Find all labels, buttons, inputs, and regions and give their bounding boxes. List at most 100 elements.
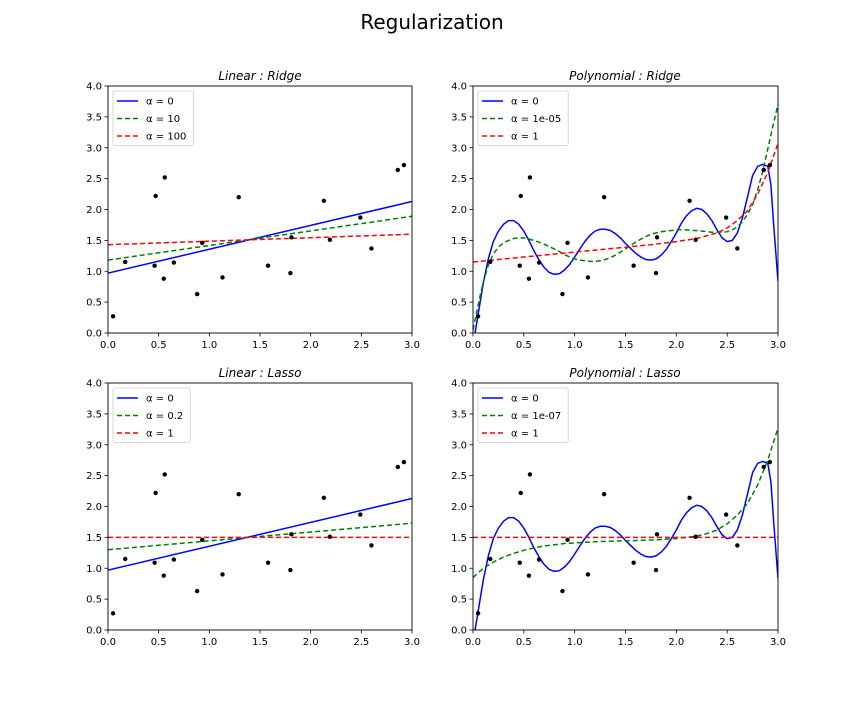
data-point	[288, 270, 293, 276]
y-tick-label: 1.5	[451, 236, 467, 247]
data-point	[631, 560, 636, 565]
legend-box	[112, 90, 194, 146]
legend-label: α = 1	[146, 429, 174, 440]
series-line-2	[473, 143, 778, 263]
x-tick-label: 2.5	[719, 340, 735, 351]
data-point	[585, 275, 591, 280]
data-point	[162, 472, 167, 477]
y-tick-label: 2.5	[451, 471, 467, 482]
y-tick-label: 1.0	[451, 267, 467, 278]
data-point	[654, 532, 660, 537]
series-line-0	[474, 163, 778, 333]
y-tick-label: 2.5	[86, 174, 102, 185]
data-point	[526, 573, 532, 578]
y-tick-label: 0.5	[451, 298, 467, 309]
y-tick-label: 2.0	[451, 502, 467, 513]
data-point	[265, 560, 271, 565]
y-tick-label: 3.0	[86, 440, 102, 451]
legend-label: α = 1	[511, 429, 539, 440]
data-point	[536, 557, 542, 562]
data-point	[153, 193, 158, 199]
x-tick-label: 3.0	[404, 637, 420, 648]
data-point	[327, 237, 333, 242]
data-point	[220, 275, 225, 280]
data-point	[735, 543, 740, 548]
x-tick-label: 0.5	[151, 637, 167, 648]
data-point	[585, 572, 591, 577]
series-line-0	[108, 497, 412, 571]
legend-label: α = 100	[146, 132, 186, 143]
data-point	[153, 490, 158, 496]
y-tick-label: 3.5	[451, 112, 467, 123]
x-tick-label: 3.0	[770, 637, 786, 648]
y-tick-label: 1.0	[86, 564, 102, 575]
data-point	[693, 534, 698, 539]
legend-box	[477, 90, 569, 146]
x-tick-label: 1.0	[201, 637, 217, 648]
data-point	[236, 491, 241, 497]
data-point	[767, 459, 773, 465]
subplot-polynomial-lasso: Polynomial : Lasso 0.0 0.5 1.0 1.5 2.0 2.5 3.0…	[451, 366, 786, 648]
data-point	[518, 193, 523, 199]
x-tick-label: 1.5	[618, 637, 634, 648]
data-point	[560, 588, 565, 594]
y-tick-label: 3.5	[86, 112, 102, 123]
data-point	[767, 162, 773, 168]
x-tick-label: 3.0	[404, 340, 420, 351]
data-point	[488, 259, 493, 265]
data-point	[687, 198, 692, 204]
data-point	[123, 556, 128, 562]
x-tick-label: 0.0	[465, 340, 481, 351]
data-point	[194, 588, 200, 594]
data-point	[321, 495, 327, 501]
subplot-linear-lasso: Linear : Lasso 0.0 0.5 1.0 1.5 2.0 2.5 3.0 0.0 0…	[86, 366, 420, 648]
figure-title: Regularization	[360, 10, 503, 34]
x-tick-label: 0.5	[151, 340, 167, 351]
data-point	[395, 167, 401, 173]
data-point	[152, 560, 157, 565]
data-point	[565, 537, 570, 543]
x-tick-label: 1.5	[252, 340, 268, 351]
data-point	[735, 246, 740, 251]
x-tick-label: 1.0	[567, 340, 583, 351]
y-tick-label: 3.5	[86, 409, 102, 420]
subplot-title: Linear : Lasso	[219, 366, 302, 380]
y-tick-label: 2.0	[86, 205, 102, 216]
x-tick-label: 1.5	[252, 637, 268, 648]
data-point	[321, 198, 327, 204]
legend-box	[477, 387, 569, 443]
y-tick-label: 0.5	[451, 595, 467, 606]
y-tick-label: 4.0	[451, 82, 467, 93]
series-line-0	[108, 200, 412, 274]
x-tick-label: 0.0	[100, 637, 116, 648]
data-point	[369, 543, 374, 548]
data-point	[358, 215, 363, 220]
x-tick-label: 2.5	[353, 340, 369, 351]
data-point	[265, 263, 271, 268]
y-tick-label: 3.0	[451, 143, 467, 154]
data-point	[194, 291, 200, 297]
legend-label: α = 0	[511, 394, 539, 405]
x-tick-label: 1.0	[567, 637, 583, 648]
data-point	[536, 260, 542, 265]
data-point	[200, 240, 205, 246]
legend-label: α = 1e-05	[511, 114, 561, 125]
y-tick-label: 4.0	[86, 82, 102, 93]
x-tick-label: 0.5	[516, 637, 532, 648]
y-tick-label: 1.0	[451, 564, 467, 575]
data-point	[687, 495, 692, 501]
data-point	[220, 572, 225, 577]
data-point	[152, 263, 157, 268]
y-tick-label: 0.0	[86, 626, 102, 637]
data-point	[358, 512, 363, 517]
y-tick-label: 1.5	[86, 236, 102, 247]
data-point	[526, 276, 532, 281]
x-tick-label: 2.0	[668, 637, 684, 648]
data-point	[517, 263, 522, 268]
x-tick-label: 2.5	[719, 637, 735, 648]
data-point	[200, 537, 205, 543]
y-tick-label: 2.5	[86, 471, 102, 482]
data-point	[171, 260, 177, 265]
legend-box	[112, 387, 191, 443]
